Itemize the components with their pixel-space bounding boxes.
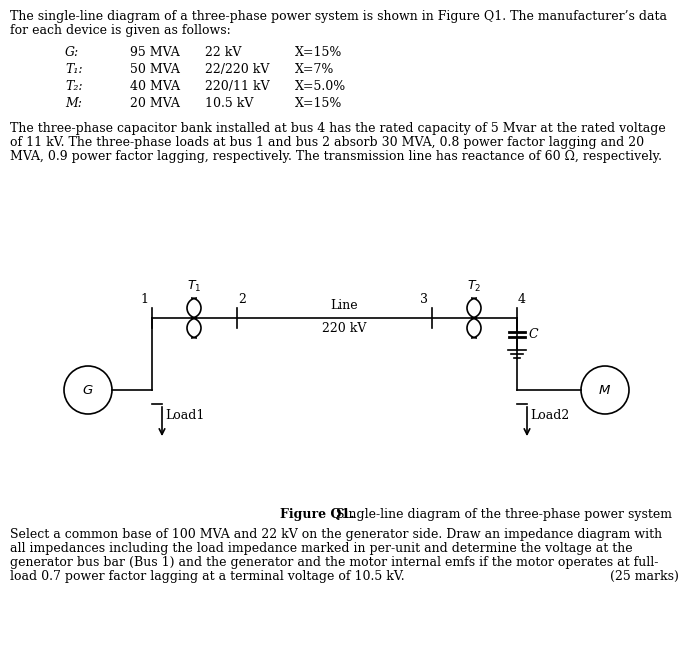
Text: X=5.0%: X=5.0% (295, 80, 347, 93)
Text: T₂:: T₂: (65, 80, 83, 93)
Text: X=15%: X=15% (295, 97, 342, 110)
Text: C: C (529, 328, 539, 341)
Text: MVA, 0.9 power factor lagging, respectively. The transmission line has reactance: MVA, 0.9 power factor lagging, respectiv… (10, 150, 662, 163)
Text: for each device is given as follows:: for each device is given as follows: (10, 24, 231, 37)
Text: X=7%: X=7% (295, 63, 334, 76)
Text: Select a common base of 100 MVA and 22 kV on the generator side. Draw an impedan: Select a common base of 100 MVA and 22 k… (10, 528, 662, 541)
Text: G:: G: (65, 46, 79, 59)
Text: $T_2$: $T_2$ (467, 279, 481, 294)
Text: $T_1$: $T_1$ (187, 279, 201, 294)
Text: 4: 4 (518, 293, 526, 306)
Text: 20 MVA: 20 MVA (130, 97, 180, 110)
Text: 50 MVA: 50 MVA (130, 63, 180, 76)
Text: Load1: Load1 (165, 409, 205, 422)
Text: 220 kV: 220 kV (322, 322, 367, 335)
Text: The three-phase capacitor bank installed at bus 4 has the rated capacity of 5 Mv: The three-phase capacitor bank installed… (10, 122, 666, 135)
Text: X=15%: X=15% (295, 46, 342, 59)
Text: Line: Line (331, 299, 358, 312)
Text: generator bus bar (Bus 1) and the generator and the motor internal emfs if the m: generator bus bar (Bus 1) and the genera… (10, 556, 659, 569)
Text: 10.5 kV: 10.5 kV (205, 97, 254, 110)
Text: 2: 2 (238, 293, 246, 306)
Text: all impedances including the load impedance marked in per-unit and determine the: all impedances including the load impeda… (10, 542, 633, 555)
Text: 40 MVA: 40 MVA (130, 80, 180, 93)
Text: $M$: $M$ (599, 383, 612, 397)
Text: load 0.7 power factor lagging at a terminal voltage of 10.5 kV.: load 0.7 power factor lagging at a termi… (10, 570, 404, 583)
Text: 220/11 kV: 220/11 kV (205, 80, 269, 93)
Text: of 11 kV. The three-phase loads at bus 1 and bus 2 absorb 30 MVA, 0.8 power fact: of 11 kV. The three-phase loads at bus 1… (10, 136, 644, 149)
Text: M:: M: (65, 97, 82, 110)
Text: $G$: $G$ (82, 383, 94, 397)
Text: 95 MVA: 95 MVA (130, 46, 180, 59)
Text: (25 marks): (25 marks) (610, 570, 679, 583)
Text: The single-line diagram of a three-phase power system is shown in Figure Q1. The: The single-line diagram of a three-phase… (10, 10, 667, 23)
Text: 1: 1 (140, 293, 148, 306)
Text: 22/220 kV: 22/220 kV (205, 63, 269, 76)
Text: 22 kV: 22 kV (205, 46, 241, 59)
Text: Single-line diagram of the three-phase power system: Single-line diagram of the three-phase p… (332, 508, 672, 521)
Text: 3: 3 (420, 293, 428, 306)
Text: Load2: Load2 (530, 409, 569, 422)
Text: Figure Q1.: Figure Q1. (280, 508, 355, 521)
Text: T₁:: T₁: (65, 63, 83, 76)
